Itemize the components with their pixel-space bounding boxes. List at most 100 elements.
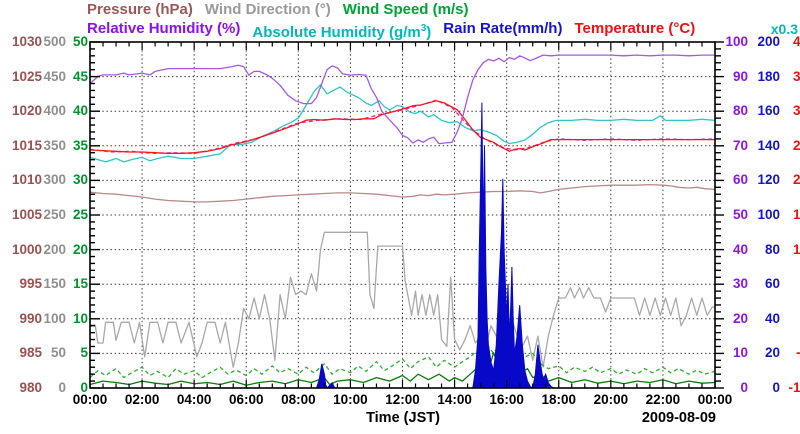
y-tick-relative-humidity: 100: [725, 34, 748, 49]
y-tick-rain-rate: 140: [757, 137, 780, 153]
legend-item-wind-speed: Wind Speed (m/s): [342, 1, 469, 18]
y-tick-wind-speed: 10: [72, 310, 88, 326]
absolute-humidity-scale-note: x0.3: [770, 21, 798, 37]
y-tick-wind-direction: 150: [43, 276, 66, 292]
y-tick-wind-speed: 40: [72, 103, 88, 119]
y-tick-pressure: 1015: [11, 137, 42, 153]
y-tick-temperature: 40: [792, 34, 800, 49]
series-wind-gust: [89, 340, 716, 379]
y-tick-temperature: 30: [792, 103, 800, 119]
date-label: 2009-08-09: [641, 410, 716, 426]
y-tick-wind-speed: 45: [72, 68, 88, 84]
y-tick-wind-direction: 50: [50, 345, 66, 361]
y-tick-wind-speed: 5: [80, 345, 88, 361]
y-tick-pressure: 1005: [11, 207, 42, 222]
legend-item-pressure: Pressure (hPa): [87, 1, 193, 18]
y-tick-wind-direction: 200: [43, 241, 66, 257]
y-tick-relative-humidity: 90: [732, 68, 748, 84]
y-tick-relative-humidity: 40: [732, 241, 748, 257]
y-tick-pressure: 1025: [11, 68, 42, 84]
y-tick-rain-rate: 120: [757, 172, 780, 188]
y-tick-wind-direction: 450: [43, 68, 66, 84]
x-tick: 02:00: [124, 392, 160, 407]
y-tick-rain-rate: 200: [757, 34, 780, 49]
legend-item-relative-humidity: Relative Humidity (%): [87, 20, 241, 37]
y-tick-wind-speed: 0: [80, 380, 88, 395]
series-wind-direction: [90, 231, 715, 368]
x-tick: 20:00: [593, 392, 629, 407]
y-tick-pressure: 985: [19, 345, 42, 361]
y-tick-relative-humidity: 0: [740, 380, 748, 395]
y-tick-rain-rate: 80: [764, 241, 780, 257]
superscript: 3: [420, 23, 427, 34]
y-tick-wind-speed: 20: [72, 241, 88, 257]
x-tick: 12:00: [385, 392, 420, 407]
y-tick-pressure: 1020: [11, 103, 42, 119]
y-tick-wind-direction: 250: [43, 207, 66, 222]
legend-row-1: Pressure (hPa) Wind Direction (°) Wind Spe…: [87, 1, 468, 19]
y-tick-temperature: -10: [788, 380, 800, 395]
x-tick: 16:00: [489, 392, 524, 407]
y-tick-pressure: 1010: [11, 172, 42, 188]
y-tick-temperature: 0: [782, 311, 800, 326]
y-tick-relative-humidity: 10: [732, 345, 748, 361]
y-tick-rain-rate: 60: [764, 276, 780, 292]
y-tick-temperature: 10: [792, 241, 800, 257]
y-tick-wind-speed: 15: [72, 276, 88, 292]
x-tick: 10:00: [333, 392, 368, 407]
series-wind-speed: [89, 352, 716, 386]
y-tick-rain-rate: 100: [757, 207, 780, 222]
series-relative-humidity: [89, 54, 715, 145]
x-tick: 00:00: [72, 392, 108, 407]
y-tick-pressure: 980: [19, 380, 42, 395]
y-tick-rain-rate: 40: [764, 310, 780, 326]
y-tick-pressure: 990: [19, 310, 42, 326]
legend-row-2: Relative Humidity (%) Absolute Humidity (…: [87, 20, 695, 42]
y-tick-relative-humidity: 30: [732, 276, 748, 292]
y-tick-wind-direction: 300: [43, 172, 66, 188]
y-tick-wind-speed: 50: [72, 34, 88, 49]
y-tick-rain-rate: 20: [764, 345, 780, 361]
x-tick: 14:00: [437, 392, 472, 407]
y-tick-wind-direction: 500: [43, 34, 66, 49]
y-tick-temperature: 15: [792, 207, 800, 222]
x-tick: 08:00: [281, 392, 316, 407]
legend-item-temperature: Temperature (°C): [574, 20, 696, 37]
y-tick-relative-humidity: 20: [732, 310, 748, 326]
y-tick-pressure: 995: [19, 276, 42, 292]
y-tick-temperature: 5: [782, 276, 800, 291]
y-tick-pressure: 1000: [11, 241, 42, 257]
y-tick-relative-humidity: 80: [732, 103, 748, 119]
y-tick-wind-speed: 30: [72, 172, 88, 188]
y-tick-temperature: -5: [782, 345, 800, 360]
y-tick-wind-direction: 350: [43, 137, 66, 153]
x-tick: 22:00: [645, 392, 681, 407]
y-tick-temperature: 35: [792, 68, 800, 84]
y-tick-wind-direction: 100: [43, 310, 66, 326]
y-tick-rain-rate: 160: [757, 103, 780, 119]
y-tick-wind-direction: 400: [43, 103, 66, 119]
y-tick-temperature: 25: [792, 137, 800, 153]
y-tick-wind-speed: 35: [72, 137, 88, 153]
x-tick: 06:00: [228, 392, 264, 407]
y-tick-relative-humidity: 50: [732, 207, 748, 222]
series-temperature: [89, 100, 715, 155]
y-tick-rain-rate: 0: [772, 380, 780, 395]
y-tick-wind-speed: 25: [72, 207, 88, 222]
y-tick-relative-humidity: 60: [732, 172, 748, 188]
y-tick-relative-humidity: 70: [732, 137, 748, 153]
x-tick: 00:00: [697, 392, 733, 407]
legend-item-rain-rate: Rain Rate(mm/h): [443, 20, 563, 37]
y-tick-rain-rate: 180: [757, 68, 780, 84]
legend-item-absolute-humidity: Absolute Humidity (g/m3): [252, 23, 432, 41]
y-tick-temperature: 20: [792, 172, 800, 188]
x-axis-title: Time (JST): [366, 410, 440, 426]
legend-item-wind-direction: Wind Direction (°): [204, 1, 331, 18]
y-tick-wind-direction: 0: [58, 380, 66, 395]
x-tick: 04:00: [176, 392, 212, 407]
x-tick: 18:00: [541, 392, 577, 407]
y-tick-pressure: 1030: [11, 34, 42, 49]
series-absolute-humidity: [89, 84, 716, 163]
